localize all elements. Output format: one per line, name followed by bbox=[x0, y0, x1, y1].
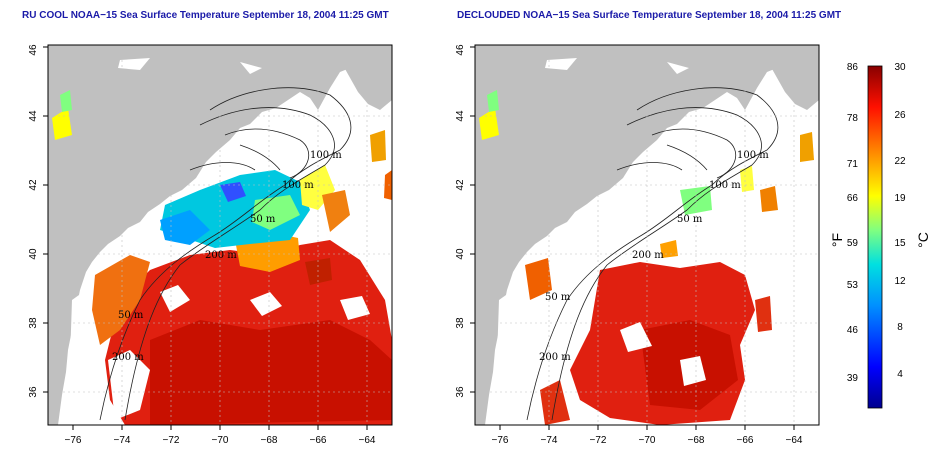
right-contour-label-50m-a: 50 m bbox=[677, 214, 703, 225]
right-contour-label-200m-b: 200 m bbox=[539, 352, 571, 363]
left-x-tick: −72 bbox=[163, 435, 180, 446]
right-map-title: DECLOUDED NOAA−15 Sea Surface Temperatur… bbox=[457, 10, 842, 21]
f-tick: 78 bbox=[847, 113, 859, 124]
f-tick: 46 bbox=[847, 325, 859, 336]
c-tick: 12 bbox=[894, 276, 906, 287]
right-contour-label-200m-a: 200 m bbox=[632, 250, 664, 261]
right-x-tick: −72 bbox=[590, 435, 607, 446]
right-x-tick: −66 bbox=[737, 435, 754, 446]
right-x-tick: −74 bbox=[541, 435, 558, 446]
left-contour-label-50m: 50 m bbox=[250, 214, 276, 225]
right-contour-label-100m-b: 100 m bbox=[709, 180, 741, 191]
left-x-axis: −76 −74 −72 −70 −68 −66 −64 bbox=[65, 425, 376, 446]
f-tick: 39 bbox=[847, 373, 859, 384]
left-y-tick: 46 bbox=[28, 44, 39, 56]
left-contour-label-100m-a: 100 m bbox=[310, 150, 342, 161]
right-contour-label-100m-a: 100 m bbox=[737, 150, 769, 161]
colorbar-fahrenheit-scale: 86 78 71 66 59 53 46 39 °F bbox=[829, 62, 858, 384]
right-map: 100 m 100 m 50 m 200 m 50 m 200 m −76 −7… bbox=[455, 44, 820, 446]
colorbar-gradient bbox=[867, 65, 883, 409]
left-y-tick: 40 bbox=[28, 248, 39, 260]
right-y-axis: 36 38 40 42 44 46 bbox=[455, 44, 475, 398]
right-x-axis: −76 −74 −72 −70 −68 −66 −64 bbox=[492, 425, 803, 446]
left-grid bbox=[48, 45, 392, 425]
left-contour-label-200m-b: 200 m bbox=[112, 352, 144, 363]
f-tick: 71 bbox=[847, 159, 859, 170]
right-y-tick: 42 bbox=[455, 179, 466, 191]
right-y-tick: 40 bbox=[455, 248, 466, 260]
fahrenheit-label: °F bbox=[829, 233, 845, 247]
right-grid bbox=[475, 45, 819, 425]
left-map-land bbox=[48, 45, 392, 425]
left-map-title: RU COOL NOAA−15 Sea Surface Temperature … bbox=[22, 10, 389, 21]
left-bathymetry-contours bbox=[99, 87, 352, 421]
left-x-tick: −66 bbox=[310, 435, 327, 446]
right-x-tick: −76 bbox=[492, 435, 509, 446]
c-tick: 8 bbox=[897, 322, 903, 333]
left-x-tick: −68 bbox=[261, 435, 278, 446]
left-y-tick: 36 bbox=[28, 386, 39, 398]
left-y-tick: 44 bbox=[28, 110, 39, 122]
c-tick: 26 bbox=[894, 110, 906, 121]
right-map-land bbox=[475, 45, 819, 425]
right-x-tick: −68 bbox=[688, 435, 705, 446]
colorbar: 86 78 71 66 59 53 46 39 °F 30 26 22 19 1… bbox=[829, 62, 931, 409]
right-y-tick: 46 bbox=[455, 44, 466, 56]
c-tick: 19 bbox=[894, 193, 906, 204]
c-tick: 30 bbox=[894, 62, 906, 73]
right-contour-label-50m-b: 50 m bbox=[545, 292, 571, 303]
left-x-tick: −74 bbox=[114, 435, 131, 446]
right-y-tick: 44 bbox=[455, 110, 466, 122]
c-tick: 4 bbox=[897, 369, 903, 380]
left-y-tick: 42 bbox=[28, 179, 39, 191]
left-contour-label-100m-b: 100 m bbox=[282, 180, 314, 191]
c-tick: 15 bbox=[894, 238, 906, 249]
celsius-label: °C bbox=[915, 232, 931, 248]
right-x-tick: −70 bbox=[639, 435, 656, 446]
colorbar-celsius-scale: 30 26 22 19 15 12 8 4 °C bbox=[894, 62, 931, 380]
f-tick: 86 bbox=[847, 62, 859, 73]
c-tick: 22 bbox=[894, 156, 906, 167]
left-contour-label-50m-b: 50 m bbox=[118, 310, 144, 321]
f-tick: 53 bbox=[847, 280, 859, 291]
right-bathymetry-contours bbox=[526, 87, 779, 421]
left-x-tick: −70 bbox=[212, 435, 229, 446]
left-contour-label-200m-a: 200 m bbox=[205, 250, 237, 261]
left-x-tick: −76 bbox=[65, 435, 82, 446]
f-tick: 59 bbox=[847, 238, 859, 249]
right-y-tick: 38 bbox=[455, 317, 466, 329]
left-map: 100 m 100 m 50 m 200 m 200 m 50 m −76 −7… bbox=[28, 44, 393, 446]
f-tick: 66 bbox=[847, 193, 859, 204]
right-x-tick: −64 bbox=[786, 435, 803, 446]
left-x-tick: −64 bbox=[359, 435, 376, 446]
left-y-axis: 36 38 40 42 44 46 bbox=[28, 44, 48, 398]
left-y-tick: 38 bbox=[28, 317, 39, 329]
right-y-tick: 36 bbox=[455, 386, 466, 398]
